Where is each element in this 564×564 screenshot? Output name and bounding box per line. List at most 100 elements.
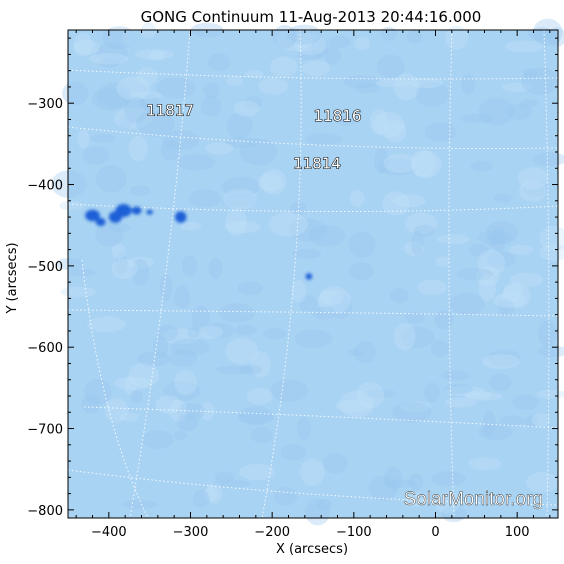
granulation-patch — [104, 397, 129, 423]
granulation-patch — [348, 348, 363, 357]
granulation-patch — [269, 56, 298, 78]
granulation-patch — [523, 180, 549, 197]
granulation-patch — [288, 218, 327, 242]
granulation-patch — [136, 109, 175, 137]
granulation-patch — [250, 426, 273, 444]
granulation-patch — [338, 114, 356, 126]
granulation-patch — [291, 280, 307, 303]
granulation-patch — [393, 323, 416, 351]
granulation-patch — [354, 83, 381, 94]
y-tick-label: −800 — [27, 504, 63, 519]
granulation-patch — [260, 169, 287, 195]
x-tick-label: 0 — [431, 525, 439, 540]
granulation-patch — [200, 402, 215, 421]
granulation-patch — [349, 189, 365, 207]
granulation-patch — [270, 379, 309, 402]
granulation-patch — [482, 409, 496, 438]
granulation-patch — [237, 281, 264, 296]
granulation-patch — [492, 292, 527, 308]
granulation-patch — [203, 82, 221, 99]
granulation-patch — [160, 139, 181, 161]
granulation-patch — [354, 37, 371, 51]
sunspot — [115, 204, 132, 218]
granulation-patch — [95, 222, 124, 247]
granulation-patch — [524, 415, 539, 428]
granulation-patch — [348, 231, 376, 258]
latitude-line — [67, 126, 559, 150]
granulation-patch — [111, 258, 138, 280]
granulation-patch — [294, 33, 327, 56]
sunspot — [95, 217, 106, 227]
granulation-patch — [55, 258, 84, 270]
y-tick-label: −300 — [27, 97, 63, 112]
granulation-patch — [73, 33, 93, 57]
x-tick-label: −100 — [336, 525, 372, 540]
granulation-patch — [443, 383, 473, 395]
granulation-patch — [404, 491, 427, 507]
granulation-patch — [115, 251, 128, 275]
granulation-patch — [435, 491, 461, 514]
granulation-patch — [82, 146, 110, 165]
granulation-patch — [136, 351, 172, 367]
granulation-patch — [512, 394, 540, 411]
x-axis-label: X (arcsecs) — [276, 542, 348, 557]
active-region-label: 11817 — [146, 101, 194, 119]
y-axis-label: Y (arcsecs) — [5, 242, 20, 314]
granulation-patch — [445, 397, 477, 408]
granulation-patch — [123, 376, 137, 395]
granulation-patch — [464, 392, 503, 401]
granulation-patch — [214, 471, 235, 483]
granulation-patch — [324, 46, 341, 65]
granulation-patch — [517, 167, 549, 190]
granulation-patch — [176, 414, 199, 432]
granulation-patch — [273, 486, 298, 506]
y-tick-label: −700 — [27, 423, 63, 438]
x-axis-ticks: −400 −300 −200 −100 0 100 — [75, 30, 551, 540]
granulation-patch — [477, 230, 514, 245]
granulation-patch — [121, 499, 157, 510]
granulation-patch — [409, 77, 443, 89]
granulation-patch — [393, 73, 420, 101]
granulation-patch — [60, 286, 97, 298]
granulation-patch — [208, 257, 223, 280]
granulation-patch — [384, 120, 407, 143]
granulation-patch — [174, 370, 198, 395]
granulation-patch — [251, 351, 271, 379]
granulation-patch — [174, 430, 188, 441]
granulation-patch — [155, 395, 182, 414]
granulation-patch — [116, 76, 152, 101]
granulation-patch — [445, 385, 484, 396]
granulation-patch — [382, 191, 410, 216]
granulation-patch — [489, 373, 512, 391]
longitude-line — [448, 29, 455, 519]
granulation-patch — [444, 25, 469, 50]
granulation-patch — [96, 42, 128, 64]
granulation-patch — [508, 244, 534, 255]
granulation-patch — [400, 326, 435, 348]
plot-frame — [67, 29, 559, 519]
granulation-patch — [532, 152, 564, 166]
granulation-patch — [392, 401, 432, 423]
granulation-patch — [187, 326, 201, 339]
granulation-patch — [204, 322, 235, 339]
y-axis-ticks: −300 −400 −500 −600 −700 −800 — [27, 37, 558, 519]
granulation-patch — [470, 160, 493, 172]
granulation-patch — [305, 132, 342, 146]
granulation-patch — [226, 76, 244, 86]
granulation-patch — [233, 100, 260, 117]
granulation-patch — [162, 130, 200, 151]
granulation-patch — [318, 286, 351, 314]
granulation-patch — [469, 243, 489, 257]
granulation-patch — [222, 189, 258, 210]
granulation-patch — [62, 81, 89, 106]
granulation-patch — [131, 258, 150, 286]
granulation-patch — [305, 498, 331, 526]
granulation-patch — [127, 256, 155, 269]
granulation-patch — [192, 489, 210, 508]
heliographic-grid — [67, 29, 559, 519]
granulation-patch — [354, 341, 376, 364]
granulation-patch — [243, 96, 263, 109]
granulation-patch — [268, 212, 309, 237]
granulation-patch — [136, 67, 158, 86]
